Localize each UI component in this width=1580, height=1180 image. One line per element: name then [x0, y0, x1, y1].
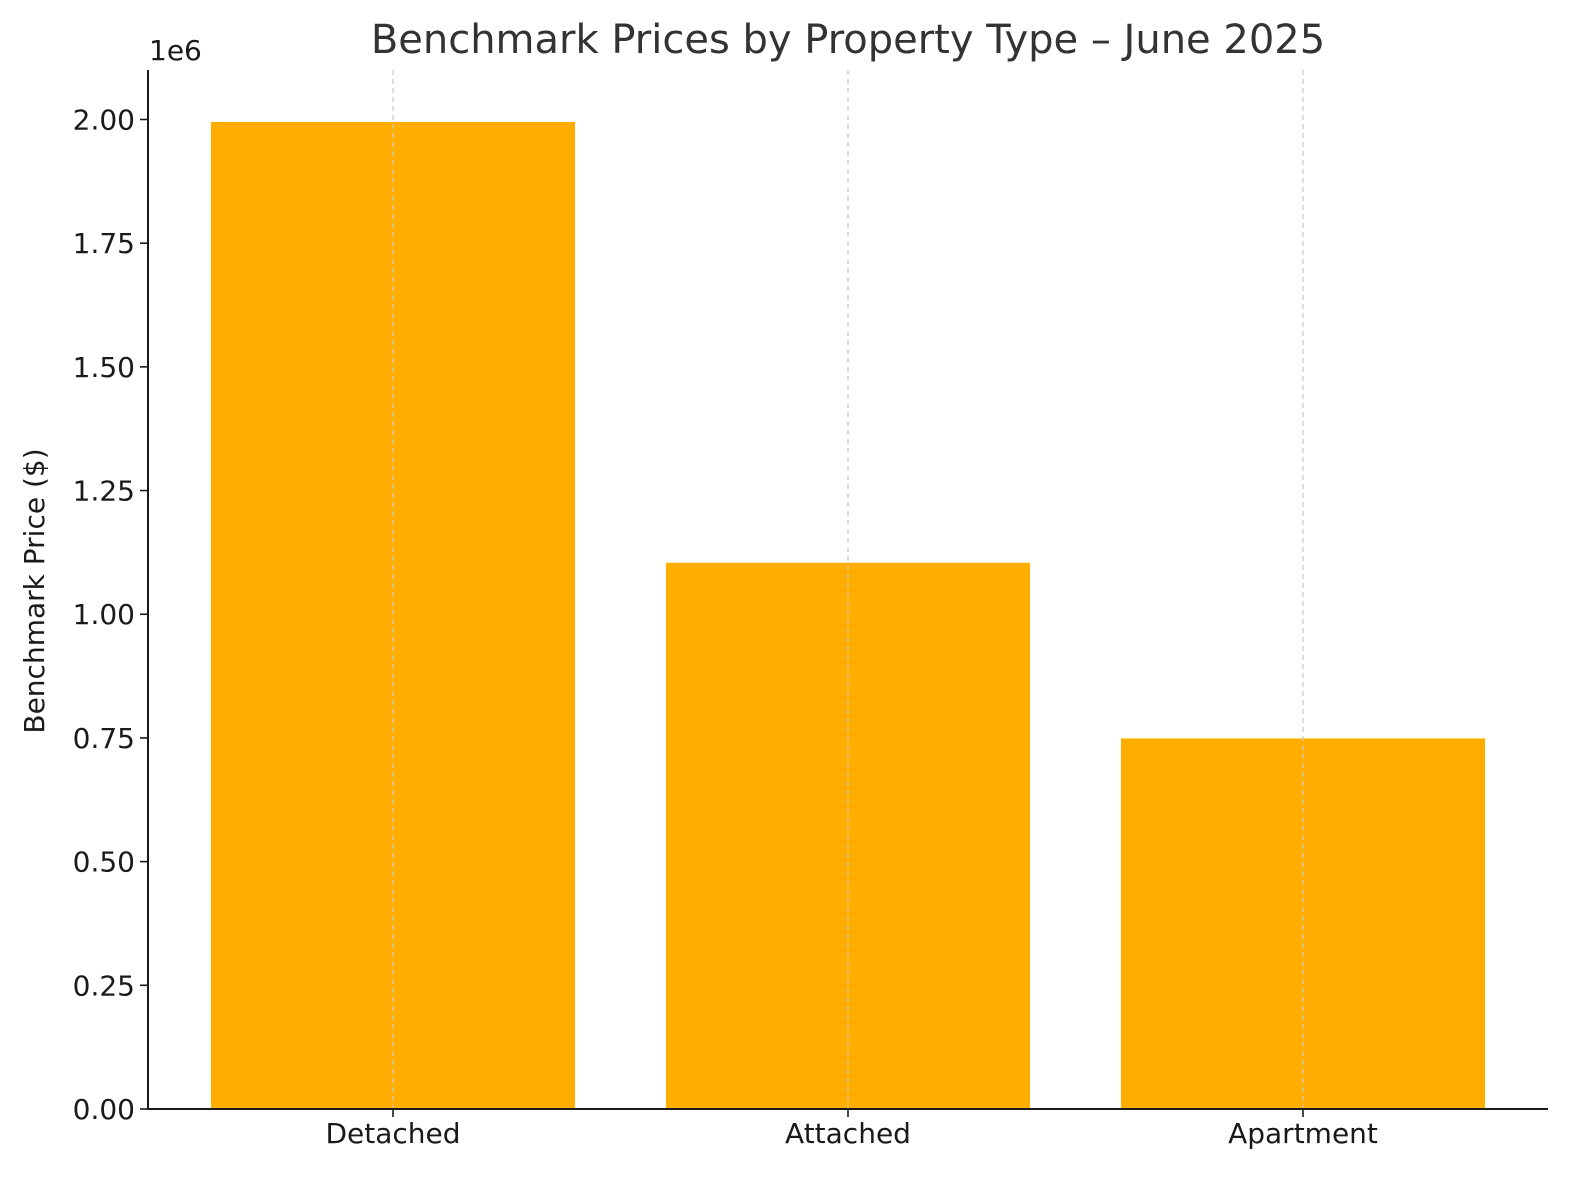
y-tick-label: 1.50: [73, 351, 135, 384]
gridlines-front: [392, 70, 1304, 1109]
y-axis-offset-label: 1e6: [149, 34, 202, 67]
y-tick-label: 0.50: [73, 846, 135, 879]
y-tick-label: 1.00: [73, 598, 135, 631]
x-axis-ticks: Detached Attached Apartment: [325, 1109, 1378, 1150]
chart-title: Benchmark Prices by Property Type – June…: [371, 17, 1325, 63]
y-tick-label: 1.25: [73, 475, 135, 508]
y-tick-label: 0.25: [73, 969, 135, 1002]
y-axis-label: Benchmark Price ($): [18, 448, 51, 733]
x-tick-label: Attached: [785, 1117, 911, 1150]
y-tick-label: 0.00: [73, 1093, 135, 1126]
y-tick-label: 1.75: [73, 227, 135, 260]
y-tick-label: 2.00: [73, 103, 135, 136]
y-axis-ticks: 0.00 0.25 0.50 0.75 1.00 1.25 1.50 1.75 2.00: [73, 103, 148, 1126]
x-tick-label: Apartment: [1228, 1117, 1378, 1150]
x-tick-label: Detached: [325, 1117, 460, 1150]
y-tick-label: 0.75: [73, 722, 135, 755]
